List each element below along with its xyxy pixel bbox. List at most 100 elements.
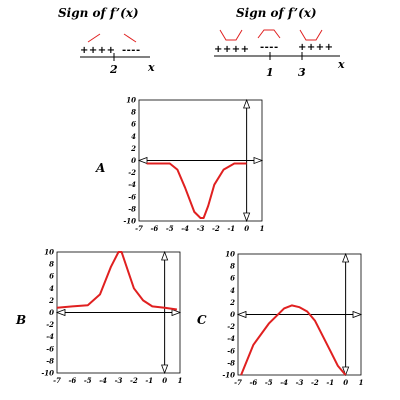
sign-chart-left: Sign of f’(x) ++++ ---- 2 x	[58, 6, 155, 76]
y-tick-label: -8	[128, 204, 136, 213]
x-tick-label: -6	[249, 378, 257, 387]
negative-signs: ----	[260, 42, 279, 53]
graph-label-b: B	[15, 313, 26, 327]
y-tick-label: 6	[131, 120, 136, 129]
y-tick-label: 0	[131, 156, 136, 165]
function-curve	[146, 162, 247, 219]
graph-label-a: A	[95, 161, 105, 175]
y-tick-label: -4	[46, 332, 54, 341]
y-tick-label: 10	[126, 96, 136, 105]
y-tick-label: -10	[222, 371, 235, 380]
x-axis-arrow-right	[352, 310, 363, 319]
y-tick-label: 2	[229, 298, 235, 307]
x-tick-label: 1	[359, 378, 364, 387]
positive-signs-1: ++++	[214, 44, 250, 55]
critical-point-label-1: 1	[266, 66, 274, 79]
x-axis-label: x	[147, 61, 155, 74]
positive-signs: ++++	[80, 45, 116, 56]
x-tick-label: -2	[130, 376, 138, 385]
x-axis-arrow-right	[171, 308, 182, 317]
sign-chart-right-title: Sign of f’(x)	[236, 6, 317, 20]
function-curve	[56, 251, 178, 311]
x-tick-label: -4	[280, 378, 288, 387]
sign-chart-left-title: Sign of f’(x)	[58, 6, 139, 20]
y-tick-label: -2	[128, 168, 136, 177]
y-tick-label: 2	[130, 144, 136, 153]
negative-signs: ----	[122, 45, 141, 56]
concave-down-hint-mark	[257, 29, 281, 39]
y-tick-label: 10	[44, 248, 54, 257]
x-tick-label: -4	[181, 224, 189, 233]
x-tick-label: 1	[178, 376, 183, 385]
x-tick-label: -5	[166, 224, 174, 233]
y-axis-arrow-top	[161, 250, 169, 261]
y-tick-label: -4	[128, 180, 136, 189]
y-tick-label: -10	[41, 369, 54, 378]
x-axis-arrow-right	[253, 156, 264, 165]
x-axis-arrow-left	[55, 308, 66, 317]
x-tick-label: -7	[234, 378, 242, 387]
x-tick-label: -7	[53, 376, 61, 385]
x-tick-label: -2	[212, 224, 220, 233]
x-tick-label: -5	[265, 378, 273, 387]
y-tick-label: -6	[46, 344, 54, 353]
sign-chart-right: Sign of f’(x) ++++ ---- ++++ 1 3 x	[214, 6, 345, 79]
y-axis-arrow-top	[342, 252, 350, 263]
y-tick-label: 4	[131, 132, 136, 141]
y-tick-label: 4	[49, 284, 54, 293]
x-tick-label: -4	[99, 376, 107, 385]
x-tick-label: -3	[115, 376, 123, 385]
y-tick-label: -2	[227, 322, 235, 331]
y-tick-label: 10	[225, 250, 235, 259]
x-tick-label: 1	[260, 224, 265, 233]
x-tick-label: 0	[343, 378, 348, 387]
x-axis-arrow-left	[137, 156, 148, 165]
y-tick-label: -2	[46, 320, 54, 329]
x-axis-label: x	[337, 58, 345, 71]
x-tick-label: -5	[84, 376, 92, 385]
positive-signs-2: ++++	[298, 42, 334, 53]
increasing-hint-mark	[87, 33, 101, 43]
x-tick-label: -1	[145, 376, 153, 385]
y-tick-label: 8	[131, 108, 136, 117]
x-tick-label: -7	[135, 224, 143, 233]
concave-up-hint-mark-2	[299, 29, 323, 41]
y-tick-label: 6	[49, 272, 54, 281]
critical-point-label: 2	[109, 63, 118, 76]
x-tick-label: -1	[227, 224, 235, 233]
y-tick-label: 4	[230, 286, 235, 295]
y-tick-label: -6	[128, 192, 136, 201]
x-tick-label: -6	[68, 376, 76, 385]
x-axis-arrow-left	[236, 310, 247, 319]
y-tick-label: 0	[230, 310, 235, 319]
concave-up-hint-mark	[219, 29, 243, 41]
x-tick-label: 0	[244, 224, 249, 233]
y-axis-arrow-bottom	[161, 364, 169, 375]
y-tick-label: -6	[227, 346, 235, 355]
y-tick-label: -8	[46, 356, 54, 365]
x-tick-label: -6	[150, 224, 158, 233]
function-curve	[240, 304, 347, 376]
x-tick-label: 0	[162, 376, 167, 385]
y-tick-label: -8	[227, 358, 235, 367]
decreasing-hint-mark	[123, 33, 137, 43]
y-tick-label: -10	[123, 217, 136, 226]
y-axis-arrow-bottom	[243, 212, 251, 223]
x-tick-label: -2	[311, 378, 319, 387]
y-tick-label: 8	[230, 262, 235, 271]
critical-point-label-3: 3	[298, 66, 306, 79]
graph-label-c: C	[197, 313, 207, 327]
y-axis-arrow-bottom	[342, 366, 350, 377]
y-axis-arrow-top	[243, 98, 251, 109]
y-tick-label: 6	[230, 274, 235, 283]
y-tick-label: -4	[227, 334, 235, 343]
x-tick-label: -3	[197, 224, 205, 233]
x-tick-label: -1	[326, 378, 334, 387]
y-tick-label: 8	[49, 260, 54, 269]
y-tick-label: 0	[49, 308, 54, 317]
y-tick-label: 2	[48, 296, 54, 305]
